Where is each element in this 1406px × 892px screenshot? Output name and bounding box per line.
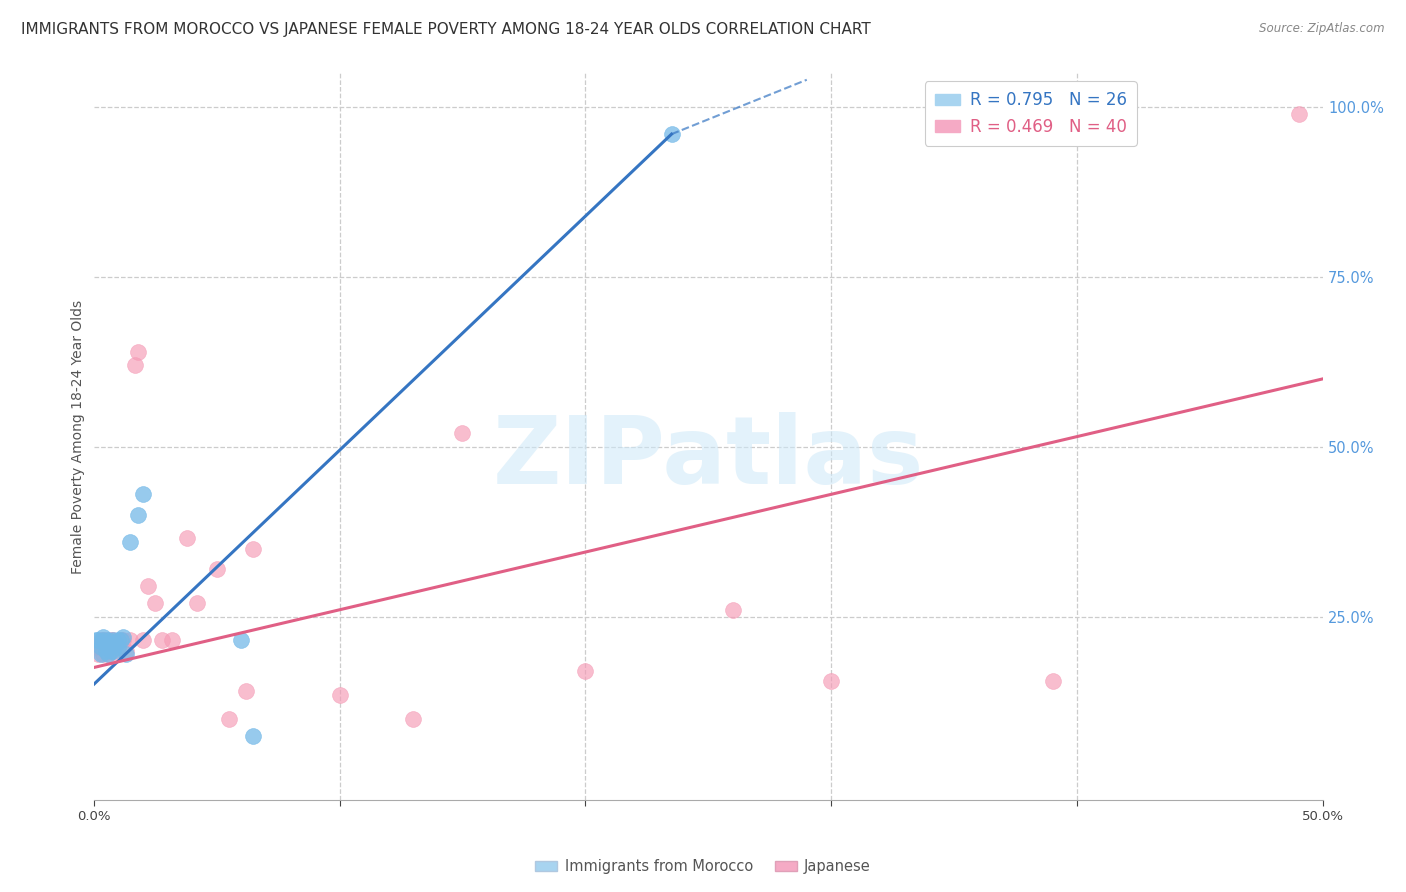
Point bbox=[402, 712, 425, 726]
Point bbox=[93, 630, 115, 644]
Point bbox=[97, 640, 120, 655]
Point bbox=[152, 633, 174, 648]
Point bbox=[107, 640, 129, 655]
Text: Source: ZipAtlas.com: Source: ZipAtlas.com bbox=[1260, 22, 1385, 36]
Point bbox=[110, 633, 132, 648]
Point bbox=[90, 647, 112, 661]
Point bbox=[127, 508, 149, 522]
Point bbox=[120, 633, 142, 648]
Point bbox=[242, 729, 264, 743]
Point bbox=[100, 637, 122, 651]
Point bbox=[90, 640, 112, 655]
Point bbox=[120, 534, 142, 549]
Point bbox=[1042, 674, 1064, 689]
Point bbox=[103, 633, 125, 648]
Point bbox=[132, 487, 155, 501]
Point bbox=[231, 633, 253, 648]
Point bbox=[90, 633, 112, 648]
Point bbox=[93, 647, 115, 661]
Point bbox=[1288, 107, 1310, 121]
Point bbox=[97, 647, 120, 661]
Point bbox=[94, 643, 117, 657]
Point bbox=[205, 562, 228, 576]
Point bbox=[136, 579, 159, 593]
Legend: R = 0.795   N = 26, R = 0.469   N = 40: R = 0.795 N = 26, R = 0.469 N = 40 bbox=[925, 81, 1136, 145]
Point bbox=[114, 647, 136, 661]
Point bbox=[242, 541, 264, 556]
Text: ZIPatlas: ZIPatlas bbox=[492, 412, 924, 504]
Point bbox=[451, 426, 474, 441]
Point bbox=[93, 633, 115, 648]
Point bbox=[103, 643, 125, 657]
Point bbox=[112, 630, 135, 644]
Point bbox=[235, 684, 257, 698]
Point bbox=[100, 643, 122, 657]
Point bbox=[94, 637, 117, 651]
Point bbox=[93, 633, 115, 648]
Point bbox=[84, 633, 107, 648]
Point bbox=[107, 640, 129, 655]
Point bbox=[114, 643, 136, 657]
Point bbox=[84, 640, 107, 655]
Text: IMMIGRANTS FROM MOROCCO VS JAPANESE FEMALE POVERTY AMONG 18-24 YEAR OLDS CORRELA: IMMIGRANTS FROM MOROCCO VS JAPANESE FEMA… bbox=[21, 22, 870, 37]
Y-axis label: Female Poverty Among 18-24 Year Olds: Female Poverty Among 18-24 Year Olds bbox=[72, 300, 86, 574]
Point bbox=[112, 633, 135, 648]
Point bbox=[104, 637, 127, 651]
Point bbox=[94, 643, 117, 657]
Point bbox=[104, 647, 127, 661]
Point bbox=[97, 633, 120, 648]
Point bbox=[721, 603, 744, 617]
Point bbox=[176, 532, 198, 546]
Point bbox=[100, 633, 122, 648]
Point bbox=[328, 688, 350, 702]
Point bbox=[124, 358, 146, 372]
Point bbox=[110, 633, 132, 648]
Point bbox=[97, 647, 120, 661]
Point bbox=[90, 640, 112, 655]
Point bbox=[661, 127, 683, 141]
Legend: Immigrants from Morocco, Japanese: Immigrants from Morocco, Japanese bbox=[530, 854, 876, 880]
Point bbox=[87, 633, 110, 648]
Point bbox=[820, 674, 842, 689]
Point bbox=[162, 633, 184, 648]
Point bbox=[94, 633, 117, 648]
Point bbox=[107, 633, 129, 648]
Point bbox=[218, 712, 240, 726]
Point bbox=[143, 596, 166, 610]
Point bbox=[186, 596, 208, 610]
Point bbox=[574, 664, 596, 678]
Point bbox=[87, 647, 110, 661]
Point bbox=[103, 633, 125, 648]
Point bbox=[127, 344, 149, 359]
Point bbox=[100, 643, 122, 657]
Point bbox=[132, 633, 155, 648]
